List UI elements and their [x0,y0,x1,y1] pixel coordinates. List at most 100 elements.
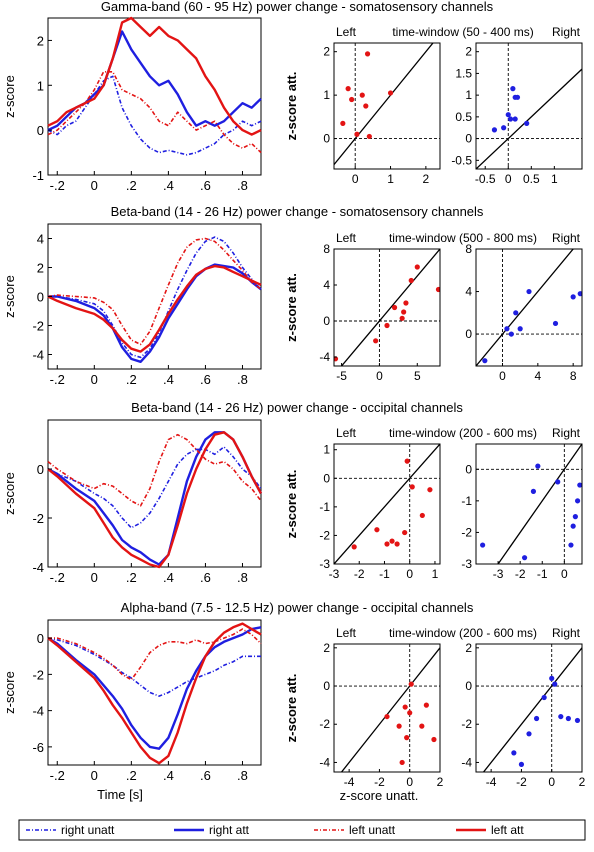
band-panel-0: Gamma-band (60 - 95 Hz) power change - s… [2,0,583,193]
scatter-point [513,310,519,316]
scatter-point [366,133,372,140]
panel-title: Beta-band (14 - 26 Hz) power change - so… [111,204,484,219]
y-tick-label: -6 [32,740,44,755]
scatter-point [399,315,405,321]
x-tick-label: 1 [387,172,394,186]
scatter-point [577,291,582,297]
y-tick-label: 0 [323,132,330,146]
scatter-right-label: Right [552,25,581,39]
scatter-axes [333,248,441,367]
legend: right unatt right att left unatt left att [18,819,586,841]
x-tick-label: .4 [163,570,174,585]
x-tick-label: .4 [163,768,174,783]
scatter-point [574,498,581,504]
series-line-left-unatt [47,433,262,507]
scatter-point [530,488,537,494]
x-tick-label: .6 [200,768,211,783]
y-tick-label: 4 [465,285,472,299]
y-tick-label: 2 [465,641,472,655]
y-tick-label: 1 [323,443,330,457]
identity-line [497,444,582,564]
scatter-point [518,761,525,767]
scatter-point [399,759,405,766]
y-tick-label: -4 [32,560,44,575]
y-tick-label: 1 [37,78,44,93]
scatter-point [435,286,440,293]
y-tick-label: 0 [465,132,472,146]
scatter-point [387,90,394,96]
x-tick-label: 8 [570,369,577,383]
series-line-left-unatt [47,71,262,154]
scatter-point [482,358,488,364]
scatter-right-label: Right [552,626,581,640]
scatter-point [396,723,402,729]
y-tick-label: 2 [323,45,330,59]
scatter-axes [475,248,583,367]
scatter-point [404,735,410,741]
scatter-point [565,715,571,722]
identity-line [334,444,440,564]
x-tick-label: 0 [91,570,98,585]
scatter-point [508,331,514,337]
series-line-left-unatt [47,237,262,346]
y-axis-label: z-score [2,671,17,714]
y-tick-label: 2 [37,261,44,276]
series-line-left-att [47,264,262,353]
series-line-right-att [47,626,262,750]
scatter-point [408,681,414,687]
scatter-point [574,717,581,724]
scatter-right: -3 -2 -1 0 -3 -2 -1 0 [461,443,583,581]
x-tick-label: -2 [354,567,365,581]
y-tick-label: 2 [323,641,330,655]
band-panel-1: Beta-band (14 - 26 Hz) power change - so… [2,204,583,387]
x-tick-label: 4 [534,369,541,383]
scatter-point [521,555,528,561]
y-tick-label: -2 [319,528,330,542]
scatter-point [570,523,576,529]
y-tick-label: -3 [461,557,472,571]
scatter-right: -4 -2 0 2 -4 -2 0 2 [461,641,585,789]
scatter-point [514,94,521,100]
panel-title: Alpha-band (7.5 - 12.5 Hz) power change … [121,600,474,615]
x-tick-label: 0 [91,768,98,783]
scatter-point [394,541,400,547]
scatter-left-label: Left [336,25,357,39]
series-line-left-att [47,16,262,136]
scatter-point [363,103,369,109]
x-tick-label: .4 [163,178,174,193]
scatter-plot-area [476,444,582,564]
scatter-point [512,116,518,122]
scatter-point [408,277,414,284]
scatter-left: -4 -2 0 2 -4 -2 0 2 [319,641,443,789]
scatter-point [384,713,390,720]
x-tick-label: -2 [374,775,385,789]
y-tick-label: 0 [465,679,472,693]
y-tick-label: 0 [37,123,44,138]
x-tick-label: .8 [237,570,248,585]
scatter-plot-area [334,644,440,772]
scatter-point [572,514,578,520]
scatter-point [517,326,523,332]
y-tick-label: 0 [323,471,330,485]
series-line-left-att [47,431,263,569]
scatter-point [577,482,582,488]
scatter-point [558,713,564,720]
scatter-point [384,541,390,547]
scatter-plot-area [476,249,582,366]
x-tick-label: -2 [515,567,526,581]
series-line-left-att [47,622,262,765]
time-window-label: time-window (200 - 600 ms) [389,426,537,440]
x-tick-label: .2 [126,570,137,585]
x-tick-label: 1 [432,567,439,581]
scatter-point [414,264,420,270]
scatter-point [419,723,425,729]
legend-label: right att [209,823,250,837]
identity-line [476,68,582,169]
scatter-point [409,484,415,490]
y-tick-label: 2 [37,33,44,48]
x-tick-label: .8 [237,372,248,387]
scatter-point [340,120,346,126]
y-tick-label: -2 [32,511,44,526]
time-window-label: time-window (500 - 800 ms) [389,231,537,245]
x-tick-label: -3 [329,567,340,581]
